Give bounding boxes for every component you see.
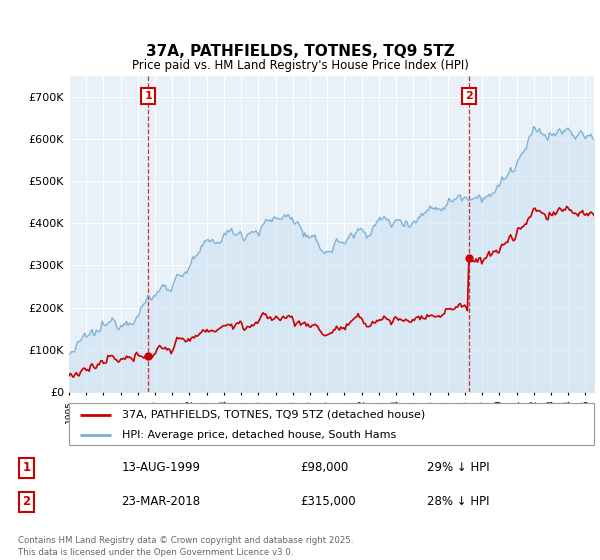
Text: 37A, PATHFIELDS, TOTNES, TQ9 5TZ: 37A, PATHFIELDS, TOTNES, TQ9 5TZ — [146, 44, 454, 59]
Text: £315,000: £315,000 — [300, 496, 356, 508]
Text: 13-AUG-1999: 13-AUG-1999 — [121, 461, 200, 474]
Text: 23-MAR-2018: 23-MAR-2018 — [121, 496, 200, 508]
Text: Contains HM Land Registry data © Crown copyright and database right 2025.
This d: Contains HM Land Registry data © Crown c… — [18, 536, 353, 557]
Text: Price paid vs. HM Land Registry's House Price Index (HPI): Price paid vs. HM Land Registry's House … — [131, 59, 469, 72]
Text: 1: 1 — [22, 461, 31, 474]
Text: 2: 2 — [22, 496, 31, 508]
FancyBboxPatch shape — [69, 403, 594, 445]
Text: 2: 2 — [465, 91, 473, 101]
Text: HPI: Average price, detached house, South Hams: HPI: Average price, detached house, Sout… — [121, 430, 396, 440]
Text: 37A, PATHFIELDS, TOTNES, TQ9 5TZ (detached house): 37A, PATHFIELDS, TOTNES, TQ9 5TZ (detach… — [121, 410, 425, 420]
Text: 1: 1 — [144, 91, 152, 101]
Text: 29% ↓ HPI: 29% ↓ HPI — [427, 461, 490, 474]
Text: £98,000: £98,000 — [300, 461, 348, 474]
Text: 28% ↓ HPI: 28% ↓ HPI — [427, 496, 489, 508]
